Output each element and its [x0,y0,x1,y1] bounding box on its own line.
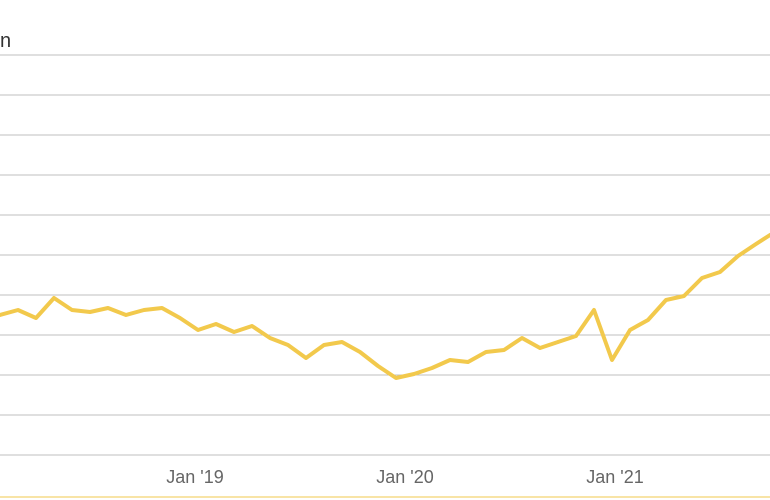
x-tick-label: Jan '20 [376,467,433,487]
x-axis-ticks: Jan '19 Jan '20 Jan '21 [166,467,643,487]
data-series-line [0,235,770,378]
x-tick-label: Jan '19 [166,467,223,487]
chart-svg: Jan '19 Jan '20 Jan '21 [0,0,770,500]
gridlines [0,55,770,455]
x-tick-label: Jan '21 [586,467,643,487]
line-chart: n Jan '19Jan '20Jan '21 [0,0,770,500]
